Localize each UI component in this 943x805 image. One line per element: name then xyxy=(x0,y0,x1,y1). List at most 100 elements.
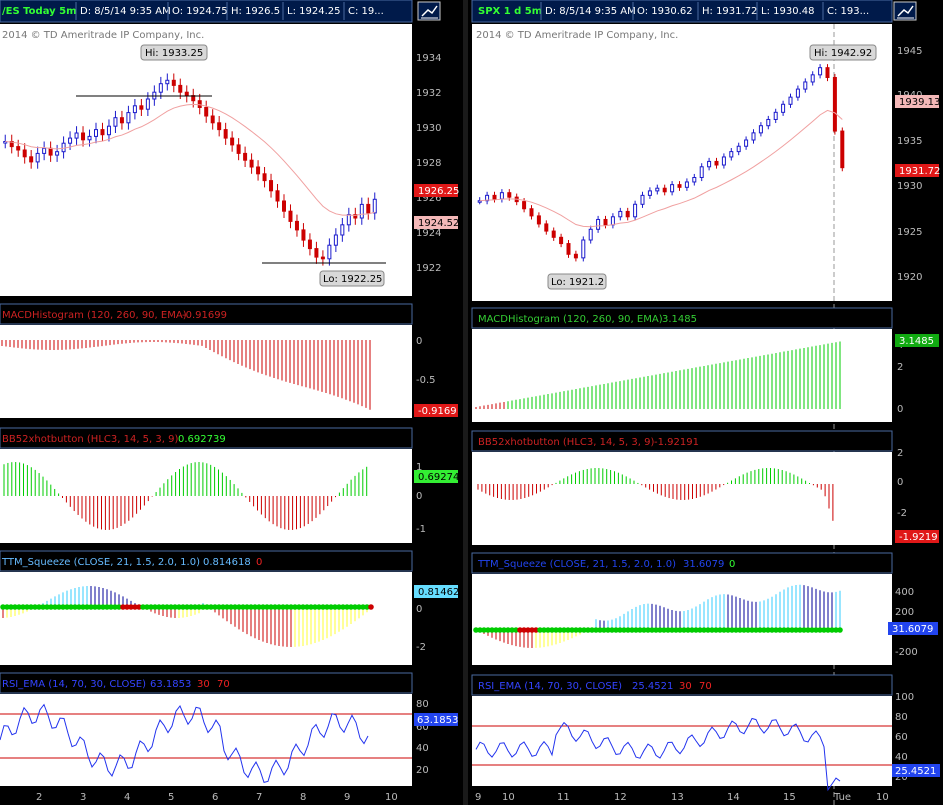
squeeze-dot xyxy=(505,627,511,633)
right-rsi-panel[interactable] xyxy=(472,696,892,786)
left-hi-label: Hi: 1933.25 xyxy=(145,48,203,59)
squeeze-dot xyxy=(585,627,591,633)
squeeze-dot xyxy=(152,604,158,610)
candle-body xyxy=(22,149,27,158)
right-macd-tick: 2 xyxy=(897,362,903,373)
squeeze-dot xyxy=(797,627,803,633)
candle-body xyxy=(249,159,254,168)
left-bb-tick: 1 xyxy=(416,462,422,473)
squeeze-dot xyxy=(208,604,214,610)
left-ttm-value: 0.814618 xyxy=(203,557,251,568)
left-rsi-value: 63.1853 xyxy=(150,679,191,690)
right-price-panel[interactable] xyxy=(472,24,892,301)
squeeze-dot xyxy=(473,627,479,633)
squeeze-dot xyxy=(637,627,643,633)
squeeze-dot xyxy=(789,627,795,633)
right-copyright: 2014 © TD Ameritrade IP Company, Inc. xyxy=(476,30,678,41)
squeeze-dot xyxy=(809,627,815,633)
left-rsi-badge xyxy=(414,713,458,726)
squeeze-dot xyxy=(765,627,771,633)
squeeze-dot xyxy=(777,627,783,633)
squeeze-dot xyxy=(200,604,206,610)
squeeze-dot xyxy=(132,604,138,610)
candle-body xyxy=(119,117,124,124)
right-bb-panel[interactable] xyxy=(472,452,892,545)
right-macd-panel[interactable] xyxy=(472,329,892,422)
squeeze-dot xyxy=(781,627,787,633)
squeeze-dot xyxy=(729,627,735,633)
candle-body xyxy=(840,130,845,169)
left-macd-title[interactable]: MACDHistogram (120, 260, 90, EMA) xyxy=(2,310,187,321)
right-rsi-title[interactable]: RSI_EMA (14, 70, 30, CLOSE) xyxy=(478,681,622,692)
right-x-tick: 13 xyxy=(671,792,684,803)
candle-body xyxy=(106,125,111,136)
squeeze-dot xyxy=(168,604,174,610)
squeeze-dot xyxy=(629,627,635,633)
candle-body xyxy=(795,88,800,98)
squeeze-dot xyxy=(308,604,314,610)
candle-body xyxy=(113,117,118,127)
squeeze-dot xyxy=(541,627,547,633)
right-rsi-tick: 60 xyxy=(895,732,908,743)
left-ttm-squeeze-dots xyxy=(0,604,374,610)
squeeze-dot xyxy=(32,604,38,610)
right-ema-badge xyxy=(895,95,939,108)
squeeze-dot xyxy=(328,604,334,610)
left-price-tick: 1934 xyxy=(416,53,441,64)
squeeze-dot xyxy=(573,627,579,633)
chart-divider[interactable] xyxy=(463,0,468,805)
right-lo-label: Lo: 1921.2 xyxy=(551,277,604,288)
left-ttm-panel[interactable] xyxy=(0,572,412,665)
squeeze-dot xyxy=(553,627,559,633)
squeeze-dot xyxy=(276,604,282,610)
squeeze-dot xyxy=(348,604,354,610)
squeeze-dot xyxy=(489,627,495,633)
squeeze-dot xyxy=(104,604,110,610)
left-bb-title[interactable]: BB52xhotbutton (HLC3, 14, 5, 3, 9) xyxy=(2,434,178,445)
squeeze-dot xyxy=(264,604,270,610)
squeeze-dot xyxy=(240,604,246,610)
left-chart-settings-button[interactable] xyxy=(417,1,441,21)
candle-body xyxy=(684,181,689,188)
right-rsi-header xyxy=(471,674,893,696)
left-symbol[interactable]: /ES Today 5m xyxy=(2,6,77,17)
right-price-tick: 1945 xyxy=(897,46,922,57)
left-rsi-title[interactable]: RSI_EMA (14, 70, 30, CLOSE) xyxy=(2,679,146,690)
candle-body xyxy=(625,210,630,218)
candle-body xyxy=(832,77,837,132)
squeeze-dot xyxy=(160,604,166,610)
squeeze-dot xyxy=(360,604,366,610)
squeeze-dot xyxy=(324,604,330,610)
left-ttm-title[interactable]: TTM_Squeeze (CLOSE, 21, 1.5, 2.0, 1.0) xyxy=(1,557,200,568)
right-time-axis: 9 10 11 12 13 14 15 Tue 10 xyxy=(475,792,889,803)
right-last-price-text: 1931.72 xyxy=(899,166,940,177)
squeeze-dot xyxy=(100,604,106,610)
candle-body xyxy=(372,198,377,214)
right-macd-badge-text: 3.1485 xyxy=(899,336,934,347)
right-macd-title[interactable]: MACDHistogram (120, 260, 90, EMA) xyxy=(478,314,663,325)
chart-trend-icon xyxy=(421,5,438,17)
candle-body xyxy=(81,132,86,141)
left-price-panel[interactable] xyxy=(0,24,412,296)
right-x-tick: Tue xyxy=(833,792,851,803)
left-rsi-ob: 30 xyxy=(197,679,210,690)
left-bb-panel[interactable] xyxy=(0,449,412,543)
candle-body xyxy=(158,83,163,93)
left-rsi-panel[interactable] xyxy=(0,694,412,786)
right-price-tick: 1930 xyxy=(897,181,922,192)
right-symbol[interactable]: SPX 1 d 5m xyxy=(478,6,542,17)
left-ttm-tick: 0 xyxy=(416,604,422,615)
left-low: L: 1924.25 xyxy=(287,6,340,17)
squeeze-dot xyxy=(52,604,58,610)
candle-body xyxy=(333,234,338,246)
candle-body xyxy=(100,129,105,136)
right-ttm-title[interactable]: TTM_Squeeze (CLOSE, 21, 1.5, 2.0, 1.0) xyxy=(477,559,676,570)
candle-body xyxy=(647,190,652,196)
right-ttm-panel[interactable] xyxy=(472,574,892,665)
squeeze-dot xyxy=(112,604,118,610)
squeeze-dot xyxy=(725,627,731,633)
right-bb-title[interactable]: BB52xhotbutton (HLC3, 14, 5, 3, 9) xyxy=(478,437,654,448)
right-rsi-ob: 30 xyxy=(679,681,692,692)
right-chart-settings-button[interactable] xyxy=(893,1,917,21)
right-macd-header xyxy=(471,307,893,329)
